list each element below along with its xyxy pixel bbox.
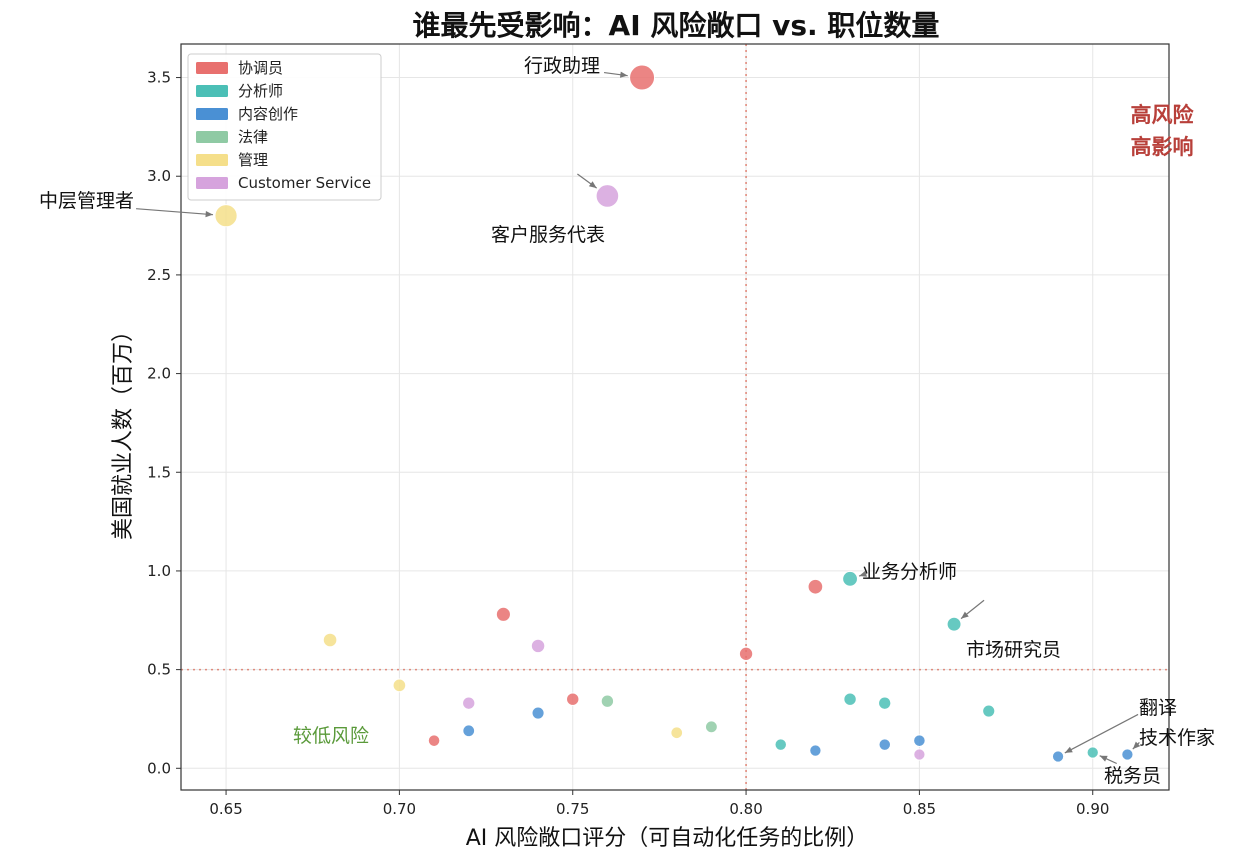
data-point	[843, 692, 857, 706]
data-point	[600, 694, 615, 708]
data-point	[670, 726, 684, 740]
data-point	[462, 696, 476, 710]
legend-item: 内容创作	[238, 105, 298, 123]
data-point	[982, 704, 996, 718]
label-arrowhead	[1064, 746, 1073, 753]
label-arrowhead	[1132, 741, 1141, 750]
data-point	[913, 734, 926, 747]
legend-swatch	[196, 131, 228, 143]
data-point	[807, 578, 824, 595]
y-tick-label: 1.0	[147, 562, 171, 580]
x-tick-label: 0.90	[1076, 800, 1109, 818]
x-tick-label: 0.85	[903, 800, 936, 818]
legend-item: 法律	[238, 128, 268, 146]
data-point	[842, 570, 858, 587]
data-point	[214, 204, 238, 228]
legend-item: Customer Service	[238, 174, 371, 192]
point-label: 市场研究员	[966, 639, 1061, 661]
threshold-lines	[181, 44, 1169, 790]
y-tick-label: 3.0	[147, 167, 171, 185]
data-point	[704, 720, 718, 734]
label-arrowhead	[619, 71, 628, 78]
label-arrowhead	[1099, 755, 1108, 762]
label-arrow	[136, 208, 214, 216]
legend-item: 分析师	[238, 82, 283, 100]
legend-swatch	[196, 62, 228, 74]
point-label: 行政助理	[524, 55, 600, 77]
y-tick-label: 2.0	[147, 365, 171, 383]
x-tick-label: 0.65	[209, 800, 242, 818]
data-point	[946, 616, 962, 632]
data-point	[774, 738, 787, 751]
legend-item: 协调员	[238, 59, 283, 77]
data-point	[1086, 746, 1099, 759]
x-axis-ticks: 0.65 0.70 0.75 0.80 0.85 0.90	[209, 790, 1109, 818]
high-risk-label-line2: 高影响	[1131, 135, 1194, 159]
x-axis-label: AI 风险敞口评分（可自动化任务的比例）	[466, 826, 869, 851]
label-arrowhead	[859, 570, 868, 577]
data-point	[392, 678, 407, 693]
chart-title: 谁最先受影响：AI 风险敞口 vs. 职位数量	[413, 9, 940, 42]
label-arrowhead	[961, 611, 969, 619]
x-tick-label: 0.70	[383, 800, 416, 818]
y-tick-label: 0.0	[147, 759, 171, 777]
data-point	[531, 706, 545, 720]
data-point	[462, 724, 476, 738]
legend-box	[187, 53, 382, 201]
plot-frame	[180, 43, 1170, 791]
x-tick-label: 0.75	[556, 800, 589, 818]
data-point	[809, 744, 822, 757]
legend-swatch	[196, 154, 228, 166]
data-point	[495, 606, 511, 622]
grid	[181, 44, 1169, 790]
label-arrowhead	[205, 211, 214, 218]
y-tick-label: 2.5	[147, 266, 171, 284]
data-point	[878, 696, 892, 710]
legend-item: 管理	[238, 151, 268, 169]
data-point	[629, 64, 656, 91]
label-arrowhead	[588, 181, 597, 189]
data-point	[566, 692, 580, 706]
data-points	[214, 64, 1134, 763]
data-point	[1051, 750, 1065, 763]
data-point	[595, 184, 620, 208]
y-tick-label: 3.5	[147, 69, 171, 87]
data-point	[913, 748, 926, 761]
data-point	[1121, 748, 1134, 761]
data-point	[530, 638, 546, 654]
high-risk-label-line1: 高风险	[1131, 103, 1195, 127]
y-axis-ticks: 0.0 0.5 1.0 1.5 2.0 2.5 3.0 3.5	[147, 69, 181, 777]
y-axis-label: 美国就业人数（百万）	[111, 320, 136, 540]
low-risk-label: 较低风险	[293, 725, 369, 747]
point-label: 技术作家	[1139, 727, 1215, 749]
y-tick-label: 0.5	[147, 661, 171, 679]
data-point	[878, 738, 891, 751]
point-label: 客户服务代表	[491, 224, 605, 246]
point-label: 翻译	[1139, 697, 1177, 719]
data-point	[322, 632, 338, 648]
data-point	[427, 734, 441, 747]
legend-swatch	[196, 177, 228, 189]
legend-swatch	[196, 85, 228, 97]
point-label: 税务员	[1104, 765, 1161, 787]
legend-swatch	[196, 108, 228, 120]
label-arrow	[1064, 713, 1139, 754]
point-label: 中层管理者	[39, 190, 134, 212]
x-tick-label: 0.80	[729, 800, 762, 818]
point-label: 业务分析师	[862, 561, 957, 583]
y-tick-label: 1.5	[147, 463, 171, 481]
data-point	[738, 646, 754, 661]
